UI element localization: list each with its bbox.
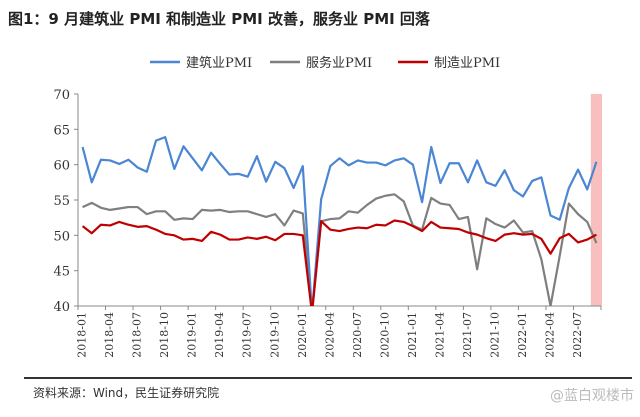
y-tick-label: 70 [53,88,70,103]
x-tick-label: 2020-01 [296,312,309,358]
legend-label: 服务业PMI [306,55,372,71]
x-tick-label: 2021-10 [488,312,501,358]
x-tick-label: 2018-01 [76,312,89,358]
source-note: 资料来源：Wind，民生证券研究院 [33,386,220,400]
x-tick-label: 2021-07 [461,312,474,358]
x-tick-label: 2018-10 [158,312,171,358]
y-tick-label: 50 [53,229,70,244]
y-tick-label: 60 [53,159,70,174]
x-tick-label: 2018-04 [103,312,116,358]
y-tick-label: 65 [53,123,70,138]
legend-label: 建筑业PMI [186,55,252,71]
x-tick-label: 2020-04 [323,312,336,358]
x-tick-label: 2019-01 [186,312,199,358]
x-tick-label: 2020-07 [351,312,364,358]
y-tick-label: 55 [53,194,70,209]
x-tick-label: 2022-01 [516,312,529,358]
figure-title: 图1：9 月建筑业 PMI 和制造业 PMI 改善，服务业 PMI 回落 [8,10,430,28]
series-line-0 [81,136,598,306]
bottom-rule [24,377,632,379]
x-tick-label: 2018-07 [131,312,144,358]
x-tick-label: 2019-04 [213,312,226,358]
series-line-1 [82,193,598,306]
legend-label: 制造业PMI [434,56,500,71]
y-tick-label: 45 [53,265,70,280]
series-line-2 [81,219,597,306]
x-tick-label: 2021-01 [406,312,419,358]
x-tick-label: 2022-07 [571,312,584,358]
y-tick-label: 40 [53,300,70,315]
highlight-band [590,94,602,306]
x-tick-label: 2022-04 [544,312,557,358]
watermark: @蓝白观楼市 [550,388,634,404]
x-tick-label: 2020-10 [378,312,391,358]
x-tick-label: 2019-10 [268,312,281,358]
x-tick-label: 2021-04 [433,312,446,358]
x-tick-label: 2019-07 [241,312,254,358]
